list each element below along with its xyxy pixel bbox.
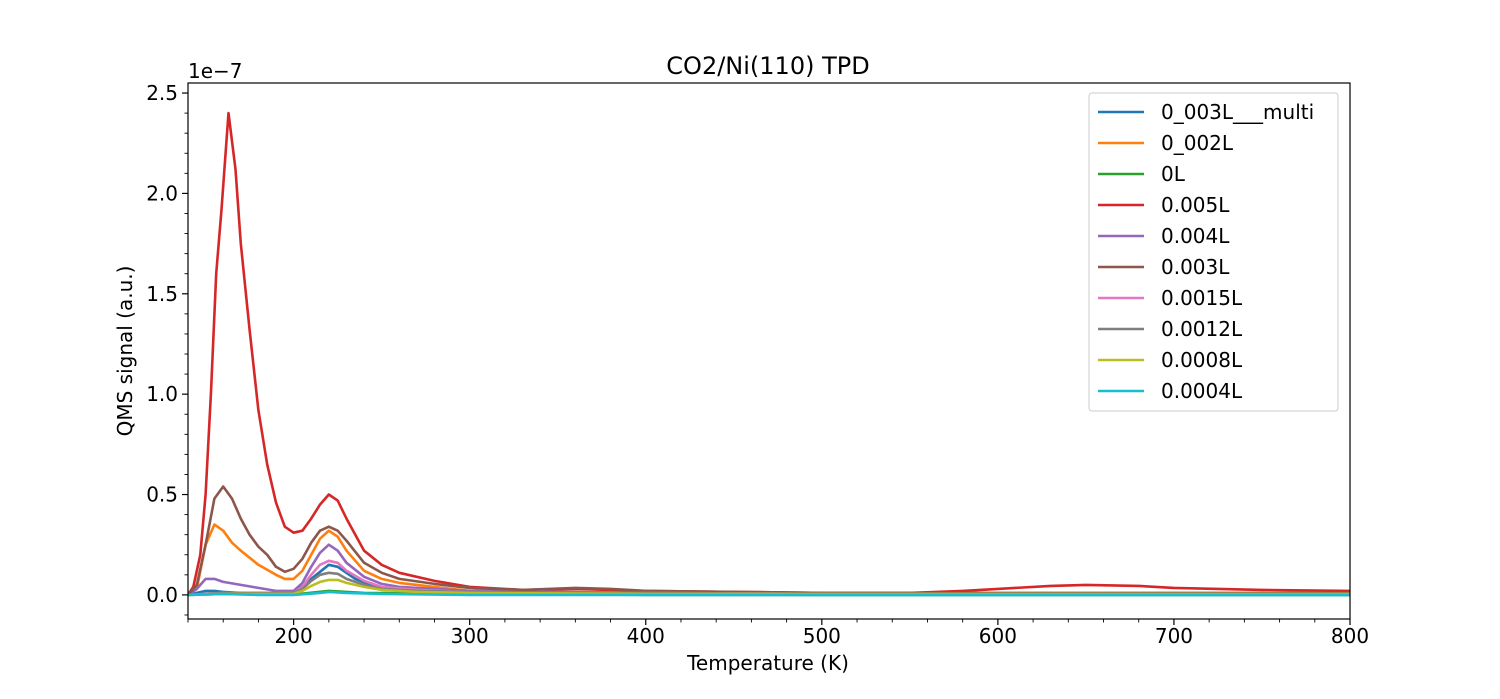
legend-label-2: 0L: [1161, 162, 1186, 186]
series-line-5: [188, 485, 1350, 597]
legend: 0_003L___multi 0_002L 0L 0.005L 0.004L 0.003L…: [1088, 92, 1339, 412]
legend-box: [1088, 92, 1339, 412]
legend-label-0: 0_003L___multi: [1161, 100, 1314, 124]
x-tick-label: 500: [803, 624, 841, 648]
axes: 200 300 400 500 600 700 800 0.0 0.5 1.0 1.5 2.0 2.5: [146, 81, 1369, 648]
series-line-6: [188, 559, 1350, 597]
legend-label-4: 0.004L: [1161, 224, 1230, 248]
legend-label-6: 0.0015L: [1161, 286, 1243, 310]
y-tick-label: 0.0: [146, 583, 178, 607]
y-axis-title: QMS signal (a.u.): [113, 266, 137, 437]
x-tick-label: 800: [1331, 624, 1369, 648]
legend-label-1: 0_002L: [1161, 131, 1234, 155]
legend-label-3: 0.005L: [1161, 193, 1230, 217]
legend-label-5: 0.003L: [1161, 255, 1230, 279]
x-tick-label: 700: [1155, 624, 1193, 648]
y-tick-label: 0.5: [146, 483, 178, 507]
legend-label-8: 0.0008L: [1161, 348, 1243, 372]
x-tick-label: 400: [627, 624, 665, 648]
legend-label-9: 0.0004L: [1161, 379, 1243, 403]
x-tick-label: 600: [979, 624, 1017, 648]
legend-label-7: 0.0012L: [1161, 317, 1243, 341]
series-line-9: [188, 590, 1350, 597]
y-tick-label: 2.5: [146, 81, 178, 105]
y-tick-label: 2.0: [146, 181, 178, 205]
y-tick-label: 1.0: [146, 382, 178, 406]
x-axis-title: Temperature (K): [686, 651, 849, 675]
series-line-3: [188, 111, 1350, 597]
y-axis-offset-label: 1e−7: [188, 59, 243, 83]
chart-title: CO2/Ni(110) TPD: [666, 52, 869, 80]
x-tick-label: 200: [275, 624, 313, 648]
y-tick-label: 1.5: [146, 282, 178, 306]
x-tick-label: 300: [451, 624, 489, 648]
plot-lines: [188, 111, 1350, 597]
plot-frame: [187, 82, 1351, 620]
